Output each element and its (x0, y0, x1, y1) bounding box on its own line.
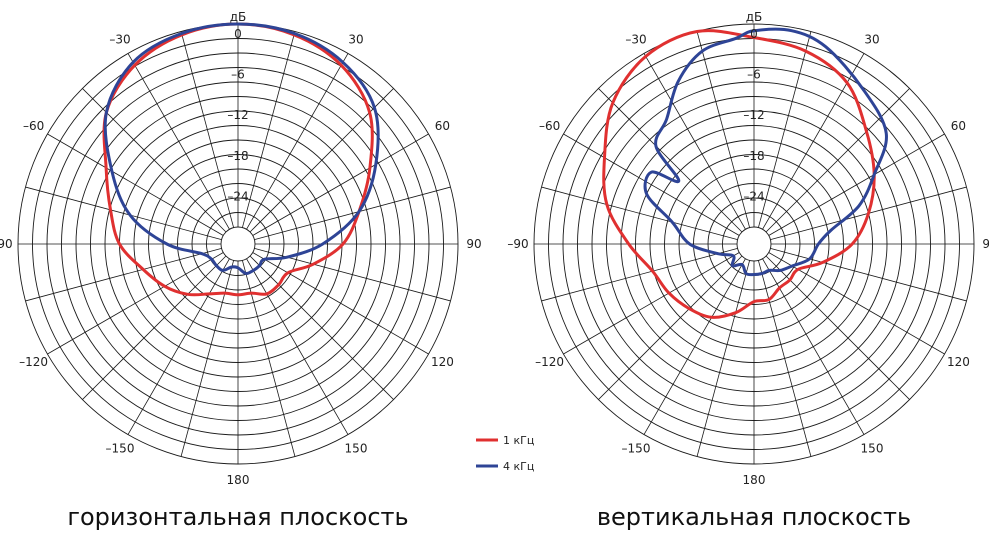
grid-spoke (758, 260, 812, 457)
radial-tick-label: 0 (750, 27, 758, 41)
radial-tick-label: –24 (743, 189, 764, 203)
radial-tick-label: –24 (227, 189, 248, 203)
labels: –30 30 –60 60 –90 90 –120 120 –150 150 180 0 –6 –12 –1… (0, 27, 482, 487)
curves (602, 27, 888, 319)
grid-spoke (563, 133, 740, 236)
grid-spoke (758, 31, 812, 228)
grid-spoke (252, 252, 429, 355)
grid-spoke (696, 31, 750, 228)
grid-spoke (25, 186, 222, 240)
angle-tick-label: –60 (539, 119, 560, 133)
angle-tick-label: 90 (982, 237, 989, 251)
grid-spoke (180, 31, 234, 228)
curves (102, 22, 380, 297)
grid-spoke (770, 248, 967, 302)
grid-spoke (249, 255, 394, 400)
grid-spoke (127, 53, 230, 230)
polar-chart-horizontal: –30 30 –60 60 –90 90 –120 120 –150 150 180 0 –6 –12 –1… (0, 10, 482, 531)
grid-spoke (47, 133, 224, 236)
grid-spoke (25, 248, 222, 302)
grid-spoke (598, 88, 743, 233)
angle-tick-label: –30 (109, 33, 130, 47)
polar-chart-vertical: –30 30 –60 60 –90 90 –120 120 –150 150 180 0 –6 –12 –1… (507, 10, 989, 531)
series-line-1khz (602, 29, 876, 319)
polar-grid (17, 23, 459, 465)
grid-spoke (765, 88, 910, 233)
radial-tick-label: –6 (747, 68, 761, 82)
angle-tick-label: 30 (348, 33, 363, 47)
grid-ring (736, 226, 772, 262)
grid-spoke (242, 260, 296, 457)
grid-spoke (246, 258, 349, 435)
angle-tick-label: –30 (625, 33, 646, 47)
series-line-4khz (643, 27, 888, 277)
radial-tick-label: 0 (234, 27, 242, 41)
angle-tick-label: –90 (507, 237, 528, 251)
grid-spoke (127, 258, 230, 435)
angle-tick-label: –150 (622, 441, 651, 455)
grid-spoke (643, 53, 746, 230)
angle-tick-label: 150 (345, 441, 368, 455)
polar-grid (533, 23, 975, 465)
labels: –30 30 –60 60 –90 90 –120 120 –150 150 180 0 –6 –12 –1… (507, 27, 989, 487)
radial-tick-label: –18 (743, 149, 764, 163)
grid-spoke (768, 252, 945, 355)
grid-spoke (768, 133, 945, 236)
grid-spoke (82, 255, 227, 400)
radial-tick-label: –12 (227, 108, 248, 122)
angle-tick-label: –150 (106, 441, 135, 455)
grid-spoke (246, 53, 349, 230)
series-line-4khz (103, 22, 380, 276)
radial-unit-label: дБ (230, 10, 247, 24)
angle-tick-label: 90 (466, 237, 481, 251)
grid-spoke (82, 88, 227, 233)
angle-tick-label: 60 (435, 119, 450, 133)
chart-caption: горизонтальная плоскость (67, 503, 408, 531)
grid-spoke (254, 186, 451, 240)
grid-spoke (563, 252, 740, 355)
angle-tick-label: 60 (951, 119, 966, 133)
legend-label-1khz: 1 кГц (503, 434, 534, 447)
radial-tick-label: –12 (743, 108, 764, 122)
grid-spoke (598, 255, 743, 400)
angle-tick-label: –90 (0, 237, 13, 251)
grid-spoke (762, 258, 865, 435)
grid-spoke (541, 248, 738, 302)
radial-tick-label: –18 (227, 149, 248, 163)
angle-tick-label: –120 (535, 355, 564, 369)
chart-caption: вертикальная плоскость (597, 503, 911, 531)
angle-tick-label: 180 (743, 473, 766, 487)
radial-tick-label: –6 (231, 68, 245, 82)
grid-spoke (696, 260, 750, 457)
angle-tick-label: 150 (861, 441, 884, 455)
grid-spoke (765, 255, 910, 400)
angle-tick-label: 120 (947, 355, 970, 369)
radial-unit-label: дБ (746, 10, 763, 24)
angle-tick-label: –120 (19, 355, 48, 369)
grid-spoke (180, 260, 234, 457)
legend: 1 кГц 4 кГц (476, 434, 534, 473)
grid-spoke (541, 186, 738, 240)
grid-spoke (762, 53, 865, 230)
angle-tick-label: 30 (864, 33, 879, 47)
grid-spoke (643, 258, 746, 435)
grid-spoke (47, 252, 224, 355)
grid-spoke (242, 31, 296, 228)
legend-label-4khz: 4 кГц (503, 460, 534, 473)
series-line-1khz (102, 22, 374, 297)
angle-tick-label: 120 (431, 355, 454, 369)
angle-tick-label: –60 (23, 119, 44, 133)
grid-ring (220, 226, 256, 262)
grid-spoke (252, 133, 429, 236)
angle-tick-label: 180 (227, 473, 250, 487)
